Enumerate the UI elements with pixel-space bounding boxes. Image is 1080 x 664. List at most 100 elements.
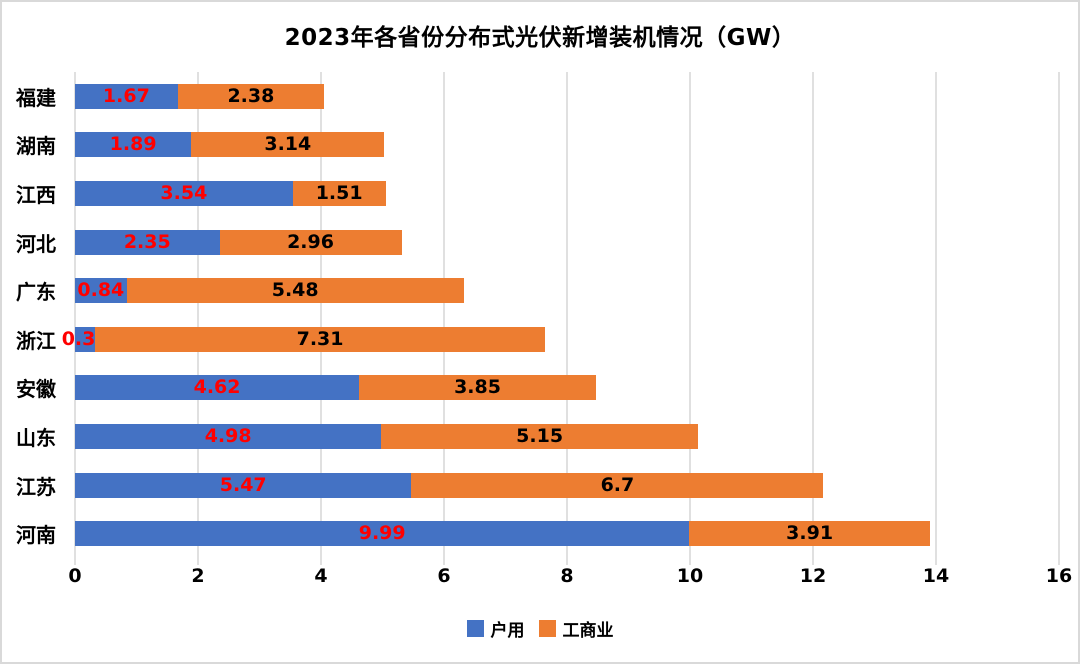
gridline xyxy=(443,72,445,565)
x-tick-label: 10 xyxy=(676,565,704,587)
bar-row-江西: 3.54 1.51 xyxy=(75,169,1059,218)
stacked-bar: 4.62 3.85 xyxy=(75,375,1059,401)
data-label: 6.7 xyxy=(600,473,635,496)
category-label: 浙江 xyxy=(16,328,56,353)
stacked-bar: 5.47 6.7 xyxy=(75,472,1059,498)
bar-segment-工商业: 1.51 xyxy=(292,180,386,206)
legend-swatch xyxy=(538,620,556,637)
plot-area: 1.67 2.38 1.89 3.14 3.54 1.51 2.35 2.96 0.84 5.48… xyxy=(62,72,1060,565)
x-tick-label: 16 xyxy=(1045,565,1073,587)
data-label: 0.84 xyxy=(77,279,125,302)
data-label: 4.98 xyxy=(204,424,252,447)
stacked-bar: 3.54 1.51 xyxy=(75,180,1059,206)
bar-segment-工商业: 3.85 xyxy=(359,375,596,401)
gridline xyxy=(320,72,322,565)
category-label: 江苏 xyxy=(16,474,56,499)
stacked-bar: 9.99 3.91 xyxy=(75,521,1059,547)
stacked-bar: 2.35 2.96 xyxy=(75,229,1059,255)
stacked-bar: 0.33 7.31 xyxy=(62,326,1059,352)
bar-row-浙江: 0.33 7.31 xyxy=(62,315,1059,364)
data-label: 3.14 xyxy=(264,133,312,156)
bar-segment-户用: 0.33 xyxy=(62,326,109,352)
bar-segment-户用: 1.67 xyxy=(75,83,178,109)
data-label: 5.15 xyxy=(516,424,564,447)
x-tick-label: 14 xyxy=(922,565,950,587)
gridline xyxy=(812,72,814,565)
bar-segment-户用: 2.35 xyxy=(75,229,220,255)
gridline xyxy=(74,72,76,565)
bar-row-湖南: 1.89 3.14 xyxy=(75,121,1059,170)
data-label: 2.38 xyxy=(227,84,275,107)
data-label: 4.62 xyxy=(193,376,241,399)
category-label: 河南 xyxy=(16,523,56,548)
bar-segment-工商业: 7.31 xyxy=(95,326,545,352)
gridline xyxy=(566,72,568,565)
bar-segment-工商业: 5.15 xyxy=(381,423,698,449)
category-label: 江西 xyxy=(16,182,56,207)
x-tick-label: 12 xyxy=(799,565,827,587)
stacked-bar: 4.98 5.15 xyxy=(75,423,1059,449)
bar-segment-户用: 5.47 xyxy=(75,472,412,498)
gridline xyxy=(935,72,937,565)
bar-segment-户用: 1.89 xyxy=(75,132,192,158)
bar-row-安徽: 4.62 3.85 xyxy=(75,364,1059,413)
gridline xyxy=(197,72,199,565)
data-label: 3.91 xyxy=(786,522,834,545)
legend-item-户用: 户用 xyxy=(466,616,525,641)
x-axis: 0 2 4 6 8 10 12 14 16 xyxy=(68,565,1072,591)
category-label: 安徽 xyxy=(16,377,56,402)
gridline xyxy=(689,72,691,565)
legend-item-工商业: 工商业 xyxy=(538,616,614,641)
bar-segment-户用: 0.84 xyxy=(75,278,127,304)
y-axis-labels: 福建湖南江西河北广东浙江安徽山东江苏河南 xyxy=(2,72,66,558)
category-label: 湖南 xyxy=(16,134,56,159)
stacked-bar: 0.84 5.48 xyxy=(75,278,1059,304)
bar-row-河北: 2.35 2.96 xyxy=(75,218,1059,267)
bar-row-福建: 1.67 2.38 xyxy=(75,72,1059,121)
data-label: 2.96 xyxy=(287,230,334,253)
bar-segment-工商业: 2.38 xyxy=(177,83,325,109)
bar-segment-户用: 4.62 xyxy=(75,375,360,401)
stacked-bar: 1.67 2.38 xyxy=(75,83,1059,109)
bar-segment-工商业: 3.14 xyxy=(191,132,385,158)
data-label: 5.48 xyxy=(271,279,319,302)
legend-swatch xyxy=(466,620,484,637)
legend-label: 户用 xyxy=(490,621,525,641)
data-label: 1.67 xyxy=(102,84,150,107)
legend-label: 工商业 xyxy=(562,621,614,641)
data-label: 1.51 xyxy=(315,181,363,204)
x-tick-label: 4 xyxy=(314,565,328,587)
stacked-bar: 1.89 3.14 xyxy=(75,132,1059,158)
bar-row-江苏: 5.47 6.7 xyxy=(75,461,1059,510)
bar-segment-户用: 3.54 xyxy=(75,180,293,206)
x-tick-label: 8 xyxy=(560,565,574,587)
category-label: 山东 xyxy=(16,425,56,450)
category-label: 河北 xyxy=(16,231,56,256)
data-label: 7.31 xyxy=(296,327,344,350)
data-label: 5.47 xyxy=(219,473,267,496)
bar-row-广东: 0.84 5.48 xyxy=(75,266,1059,315)
legend: 户用 工商业 xyxy=(2,616,1078,641)
data-label: 1.89 xyxy=(109,133,157,156)
bar-rows: 1.67 2.38 1.89 3.14 3.54 1.51 2.35 2.96 0.84 5.48… xyxy=(62,72,1059,558)
bar-segment-工商业: 5.48 xyxy=(126,278,464,304)
bar-segment-工商业: 2.96 xyxy=(219,229,402,255)
bar-segment-工商业: 6.7 xyxy=(411,472,824,498)
bar-segment-户用: 9.99 xyxy=(75,521,690,547)
data-label: 3.54 xyxy=(160,181,208,204)
category-label: 福建 xyxy=(16,85,56,110)
bar-row-山东: 4.98 5.15 xyxy=(75,412,1059,461)
x-tick-label: 2 xyxy=(191,565,205,587)
bar-segment-工商业: 3.91 xyxy=(689,521,930,547)
bar-row-河南: 9.99 3.91 xyxy=(75,509,1059,558)
chart-title: 2023年各省份分布式光伏新增装机情况（GW） xyxy=(284,25,796,51)
data-label: 2.35 xyxy=(123,230,171,253)
category-label: 广东 xyxy=(16,280,56,305)
bar-segment-户用: 4.98 xyxy=(75,423,382,449)
x-tick-label: 6 xyxy=(437,565,451,587)
x-tick-label: 0 xyxy=(68,565,82,587)
gridline xyxy=(1058,72,1060,565)
data-label: 9.99 xyxy=(358,522,406,545)
data-label: 3.85 xyxy=(454,376,501,399)
